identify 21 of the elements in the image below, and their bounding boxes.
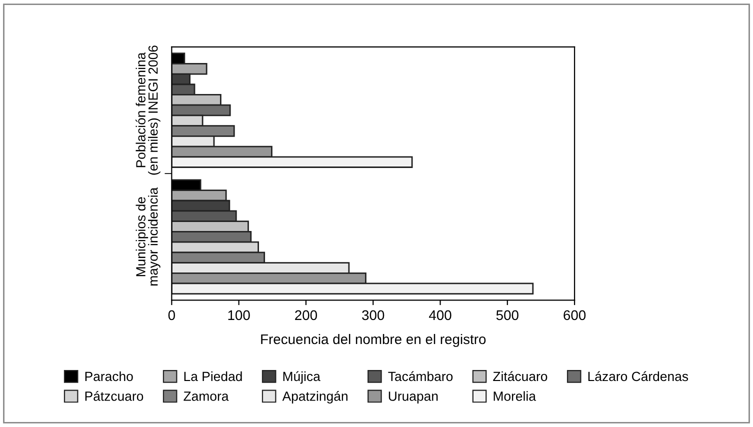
legend-label: Morelia <box>494 391 536 401</box>
legend-label: Paracho <box>85 371 133 382</box>
legend-label: Lázaro Cárdenas <box>588 371 688 382</box>
legend-label: Mújica <box>283 371 320 384</box>
x-tick-label: 400 <box>428 310 452 320</box>
legend-label: Tacámbaro <box>388 371 453 382</box>
legend-label: Zitácuaro <box>493 371 548 382</box>
legend-label: Uruapan <box>388 392 438 404</box>
x-tick-label: 200 <box>295 310 318 320</box>
legend-label: Apatzingán <box>282 391 348 404</box>
y-tick-label: Población femenina (en miles) INEGI 2006 <box>136 46 160 175</box>
legend-label: Zamora <box>184 392 229 401</box>
x-tick-label: 100 <box>228 310 250 320</box>
x-axis-title: Frecuencia del nombre en el registro <box>261 334 486 347</box>
x-tick-label: 600 <box>564 310 586 320</box>
x-tick-label: 0 <box>168 310 176 320</box>
x-tick-label: 300 <box>362 310 384 320</box>
x-tick-label: 500 <box>496 310 518 320</box>
y-tick-label: Municipios de mayor incidencia <box>136 187 160 286</box>
legend-label: Pátzcuaro <box>85 391 144 401</box>
legend-label: La Piedad <box>184 371 242 382</box>
